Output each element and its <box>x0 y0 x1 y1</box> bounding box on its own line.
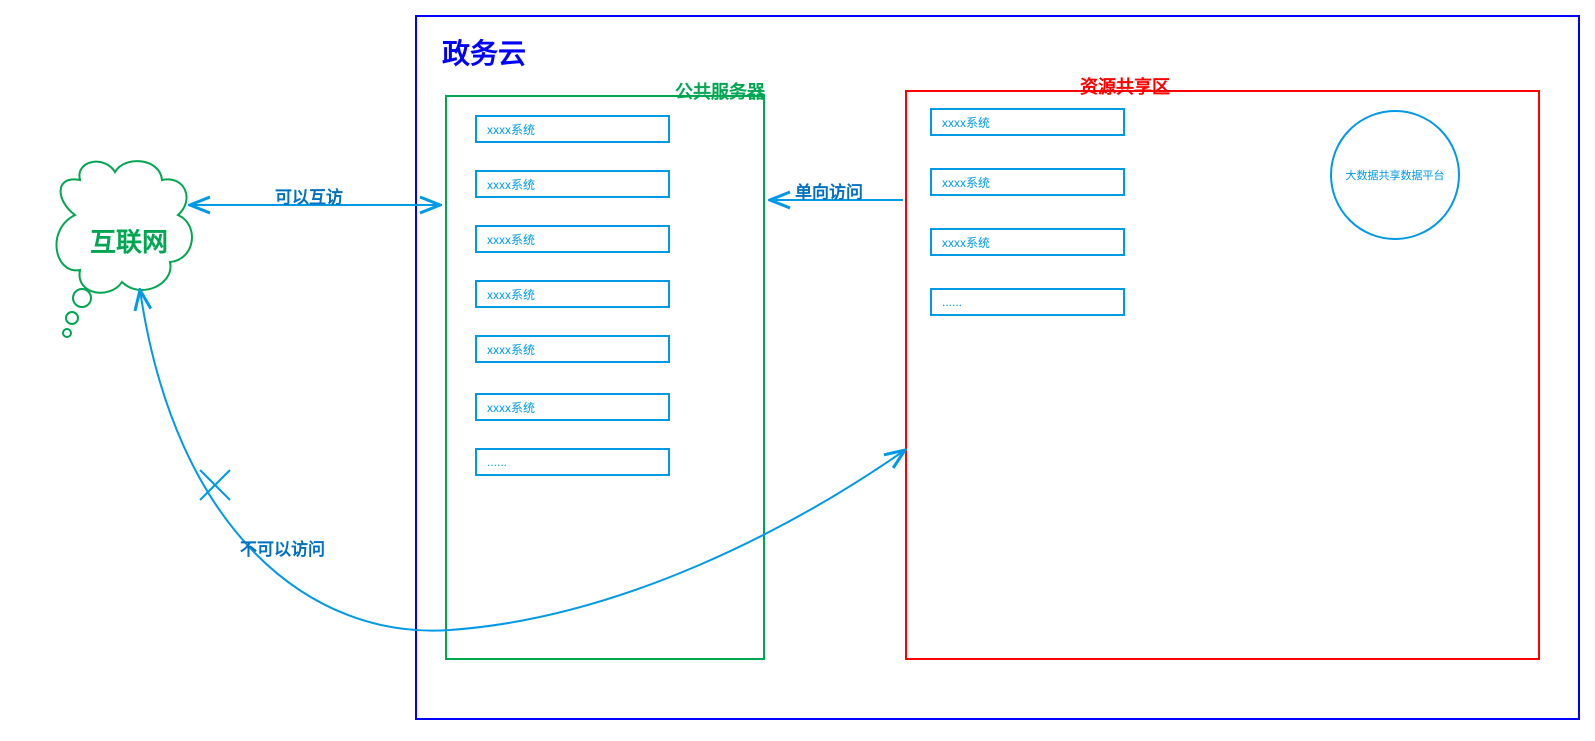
item-label: ...... <box>942 295 962 309</box>
item-label: xxxx系统 <box>487 341 535 358</box>
item-label: xxxx系统 <box>487 176 535 193</box>
public-server-item: ...... <box>475 448 670 476</box>
resource-share-item: xxxx系统 <box>930 108 1125 136</box>
no-access-x-icon <box>200 470 230 500</box>
item-label: xxxx系统 <box>487 286 535 303</box>
two-way-label: 可以互访 <box>275 183 343 208</box>
internet-label: 互联网 <box>90 222 168 259</box>
resource-share-label: 资源共享区 <box>1080 73 1170 99</box>
item-label: xxxx系统 <box>942 114 990 131</box>
public-server-item: xxxx系统 <box>475 225 670 253</box>
item-label: xxxx系统 <box>487 121 535 138</box>
resource-share-item: xxxx系统 <box>930 228 1125 256</box>
item-label: xxxx系统 <box>942 234 990 251</box>
public-server-item: xxxx系统 <box>475 170 670 198</box>
item-label: xxxx系统 <box>487 399 535 416</box>
public-server-item: xxxx系统 <box>475 335 670 363</box>
resource-share-item: xxxx系统 <box>930 168 1125 196</box>
public-server-item: xxxx系统 <box>475 393 670 421</box>
item-label: xxxx系统 <box>487 231 535 248</box>
no-access-label: 不可以访问 <box>240 535 325 560</box>
public-server-label: 公共服务器 <box>675 78 765 104</box>
item-label: xxxx系统 <box>942 174 990 191</box>
bigdata-label: 大数据共享数据平台 <box>1340 167 1451 183</box>
public-server-item: xxxx系统 <box>475 280 670 308</box>
one-way-label: 单向访问 <box>795 178 863 203</box>
bigdata-circle: 大数据共享数据平台 <box>1330 110 1460 240</box>
resource-share-item: ...... <box>930 288 1125 316</box>
public-server-item: xxxx系统 <box>475 115 670 143</box>
item-label: ...... <box>487 455 507 469</box>
gov-cloud-label: 政务云 <box>442 32 526 72</box>
